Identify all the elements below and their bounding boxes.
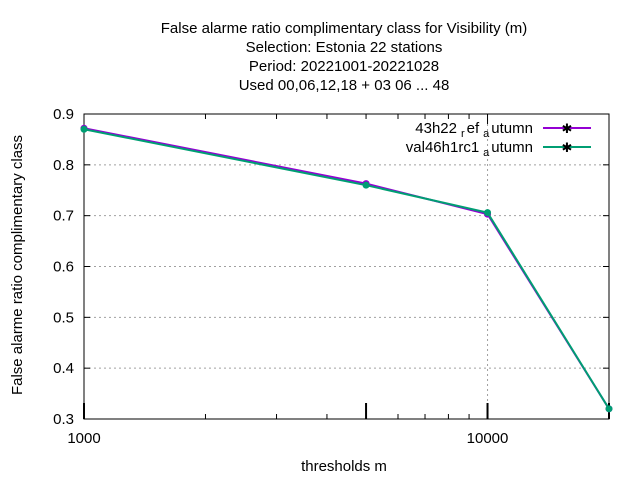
title-line-3: Period: 20221001-20221028	[249, 58, 439, 75]
legend-marker-1: ✱	[562, 121, 573, 136]
series-line-2	[83, 128, 610, 410]
plot-border	[83, 113, 610, 420]
axes: 0.3 0.4 0.5 0.6 0.7 0.8 0.9 1000 10000	[53, 106, 610, 447]
x-tick-label: 10000	[467, 430, 509, 447]
y-tick-label: 0.9	[53, 106, 74, 123]
y-axis-label: False alarme ratio complimentary class	[9, 135, 26, 395]
legend-label-2: val46h1rc1 a utumn	[406, 139, 533, 159]
chart-title: False alarme ratio complimentary class f…	[161, 20, 527, 94]
y-tick-label: 0.7	[53, 208, 74, 225]
data-point-2	[484, 209, 492, 217]
x-axis-label: thresholds m	[301, 458, 387, 475]
y-tick-label: 0.5	[53, 309, 74, 326]
x-tick-label: 1000	[67, 430, 100, 447]
title-line-4: Used 00,06,12,18 + 03 06 ... 48	[239, 77, 450, 94]
data-point-2	[362, 181, 370, 189]
grid	[83, 113, 609, 420]
legend-label-1: 43h22 r ef a utumn	[415, 120, 533, 140]
title-line-2: Selection: Estonia 22 stations	[246, 39, 443, 56]
data-point-2	[605, 405, 613, 413]
series-lines	[80, 124, 613, 413]
y-tick-label: 0.3	[53, 411, 74, 428]
series-line-1	[83, 127, 610, 410]
legend: 43h22 r ef a utumn ✱ val46h1rc1 a utumn ✱	[406, 120, 591, 159]
data-point-2	[80, 125, 88, 133]
y-tick-label: 0.8	[53, 157, 74, 174]
y-tick-label: 0.6	[53, 259, 74, 276]
legend-marker-2: ✱	[562, 140, 573, 155]
title-line-1: False alarme ratio complimentary class f…	[161, 20, 527, 37]
y-tick-label: 0.4	[53, 360, 74, 377]
